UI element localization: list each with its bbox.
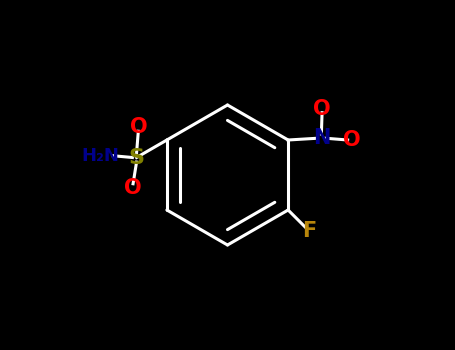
Text: O: O [313, 98, 331, 119]
Text: S: S [129, 147, 145, 168]
Text: O: O [124, 178, 142, 198]
Text: H₂N: H₂N [81, 147, 119, 165]
Text: O: O [344, 130, 361, 150]
Text: N: N [313, 128, 330, 148]
Text: O: O [130, 117, 147, 137]
Text: F: F [302, 221, 316, 241]
